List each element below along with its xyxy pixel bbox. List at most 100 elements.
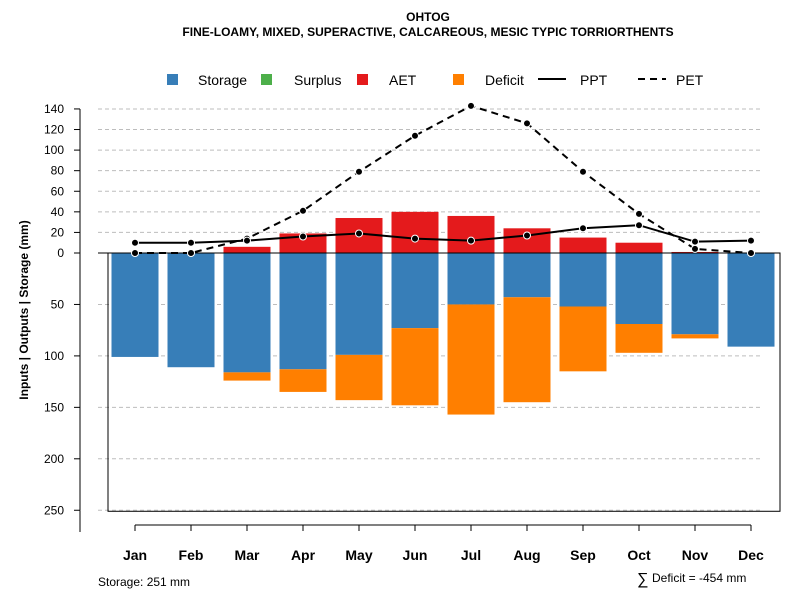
aet-bar-mar: [223, 246, 271, 253]
x-tick-label-may: May: [345, 547, 372, 563]
legend-item-ppt: PPT: [538, 72, 608, 88]
deficit-bar-jun: [391, 328, 439, 406]
ppt-legend-label: PPT: [580, 72, 608, 88]
deficit-bar-may: [335, 354, 383, 401]
ppt-point-apr: [299, 232, 307, 241]
deficit-bar-aug: [503, 297, 551, 403]
pet-line: [135, 104, 752, 254]
storage-bar-dec: [727, 253, 775, 347]
storage-bar-aug: [503, 253, 551, 298]
bars: [98, 211, 781, 512]
legend-item-surplus: Surplus: [261, 72, 341, 88]
storage-bar-apr: [279, 253, 327, 370]
ppt-point-jun: [411, 234, 419, 243]
x-tick-label-jan: Jan: [123, 547, 147, 563]
ppt-point-feb: [187, 238, 195, 247]
x-tick-label-feb: Feb: [179, 547, 204, 563]
ppt-point-aug: [523, 231, 531, 240]
x-tick-label-aug: Aug: [513, 547, 540, 563]
ppt-point-nov: [691, 237, 699, 246]
chart-title: OHTOG: [406, 10, 450, 24]
ppt-point-oct: [635, 221, 643, 230]
x-tick-label-dec: Dec: [738, 547, 764, 563]
y-tick-label: 100: [44, 143, 64, 157]
storage-note: Storage: 251 mm: [98, 575, 190, 589]
x-tick-label-jun: Jun: [403, 547, 428, 563]
x-tick-label-apr: Apr: [291, 547, 316, 563]
legend-item-pet: PET: [638, 72, 704, 88]
deficit-bar-sep: [559, 306, 607, 372]
ppt-point-sep: [579, 224, 587, 233]
pet-point-nov: [691, 244, 699, 253]
ppt-point-dec: [747, 236, 755, 245]
y-tick-label: 150: [44, 400, 64, 414]
lines: [131, 101, 755, 257]
legend-item-aet: AET: [357, 72, 417, 88]
deficit-bar-jul: [447, 304, 495, 415]
deficit-legend-swatch: [453, 74, 464, 85]
ppt-line: [135, 224, 752, 244]
storage-legend-label: Storage: [198, 72, 247, 88]
deficit-legend-label: Deficit: [485, 72, 524, 88]
storage-legend-swatch: [167, 74, 178, 85]
storage-bar-nov: [671, 253, 719, 335]
y-tick-label: 100: [44, 349, 64, 363]
storage-bar-jun: [391, 253, 439, 329]
storage-bar-feb: [167, 253, 215, 368]
pet-point-jun: [411, 131, 419, 140]
surplus-legend-label: Surplus: [294, 72, 341, 88]
y-tick-label: 40: [51, 205, 65, 219]
y-tick-label: 250: [44, 503, 64, 517]
storage-bar-sep: [559, 253, 607, 307]
x-tick-label-oct: Oct: [627, 547, 651, 563]
deficit-bar-nov: [671, 334, 719, 339]
deficit-note: Deficit = -454 mm: [652, 571, 746, 585]
aet-bar-jun: [391, 211, 439, 253]
y-tick-label: 50: [51, 297, 65, 311]
aet-bar-sep: [559, 237, 607, 253]
aet-bar-jul: [447, 215, 495, 253]
y-tick-label: 60: [51, 184, 65, 198]
pet-point-dec: [747, 249, 755, 257]
ppt-point-mar: [243, 236, 251, 245]
pet-point-jul: [467, 101, 475, 110]
sum-symbol: ∑: [637, 571, 648, 588]
ppt-point-may: [355, 229, 363, 238]
y-tick-label: 200: [44, 452, 64, 466]
storage-bar-may: [335, 253, 383, 355]
surplus-legend-swatch: [261, 74, 272, 85]
storage-bar-jul: [447, 253, 495, 305]
legend-item-storage: Storage: [167, 72, 247, 88]
ppt-point-jul: [467, 236, 475, 245]
y-axis-label: Inputs | Outputs | Storage (mm): [17, 220, 31, 399]
deficit-bar-oct: [615, 324, 663, 353]
pet-point-feb: [187, 249, 195, 257]
legend-item-deficit: Deficit: [453, 72, 524, 88]
pet-point-oct: [635, 209, 643, 218]
pet-point-aug: [523, 119, 531, 128]
legend: Storage Surplus AET Deficit PPT PET: [167, 72, 704, 88]
y-tick-label: 140: [44, 102, 64, 116]
aet-bar-oct: [615, 242, 663, 253]
deficit-bar-mar: [223, 372, 271, 381]
aet-legend-swatch: [357, 74, 368, 85]
y-tick-label: 0: [57, 246, 64, 260]
x-tick-label-sep: Sep: [570, 547, 596, 563]
x-tick-label-mar: Mar: [235, 547, 260, 563]
pet-point-apr: [299, 206, 307, 215]
chart-subtitle: FINE-LOAMY, MIXED, SUPERACTIVE, CALCAREO…: [182, 25, 673, 39]
x-tick-label-jul: Jul: [461, 547, 481, 563]
storage-bar-mar: [223, 253, 271, 373]
pet-point-may: [355, 167, 363, 176]
storage-bar-oct: [615, 253, 663, 325]
y-tick-label: 80: [51, 164, 65, 178]
storage-bar-jan: [111, 253, 159, 357]
y-tick-label: 120: [44, 123, 64, 137]
x-tick-label-nov: Nov: [682, 547, 709, 563]
pet-legend-label: PET: [676, 72, 704, 88]
aet-legend-label: AET: [389, 72, 417, 88]
axes: 0 20 40 60 80 100 120 140 50 100 150 200 250 Jan Feb Ma…: [44, 102, 764, 563]
pet-point-jan: [131, 249, 139, 257]
y-tick-label: 20: [51, 225, 65, 239]
